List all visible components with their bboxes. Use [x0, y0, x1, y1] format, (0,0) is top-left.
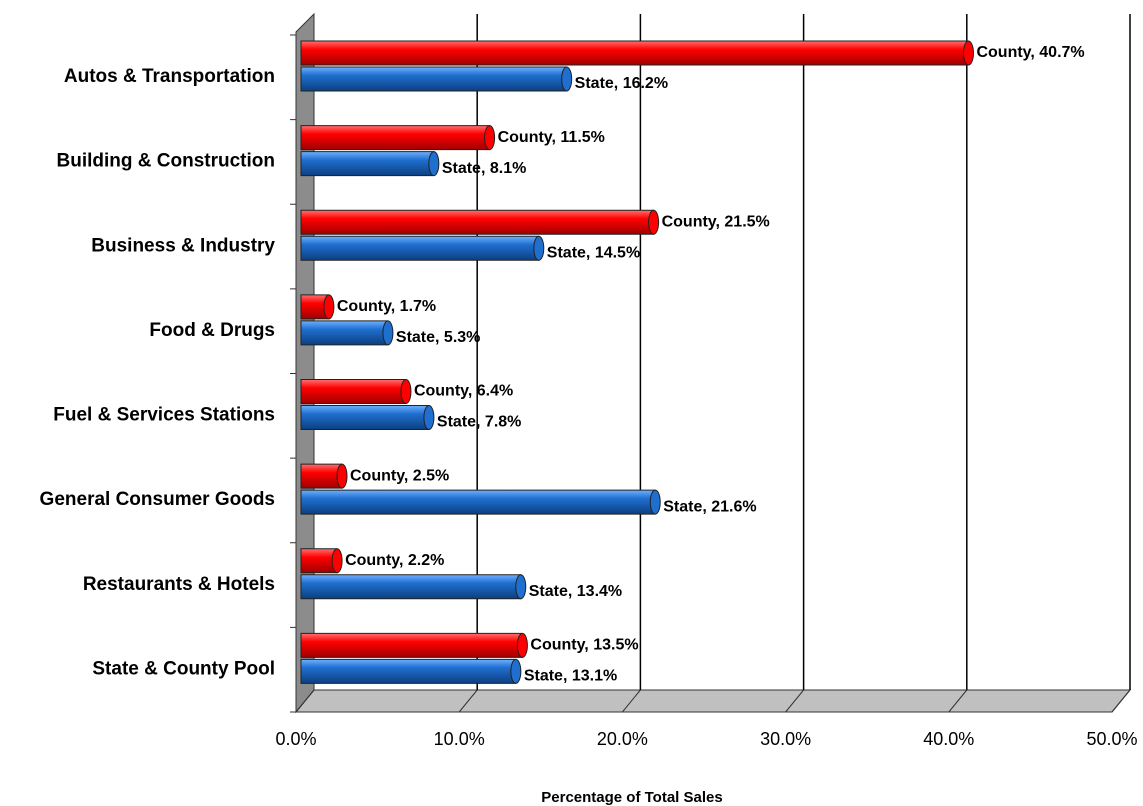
x-tick: [948, 689, 968, 713]
category-label: State & County Pool: [92, 658, 275, 679]
bar: [300, 548, 338, 574]
value-label: County, 21.5%: [662, 213, 770, 230]
value-label: State, 21.6%: [663, 498, 756, 515]
value-label: County, 11.5%: [498, 129, 605, 146]
x-tick-label: 0.0%: [275, 729, 316, 749]
bar-cap: [515, 574, 527, 600]
x-tick: [785, 689, 804, 713]
bar-cap: [510, 658, 522, 684]
x-axis-title: Percentage of Total Sales: [541, 789, 722, 806]
x-tick: [295, 689, 315, 713]
floor: [294, 689, 1132, 713]
x-tick-label: 10.0%: [434, 729, 485, 749]
category-label: Food & Drugs: [149, 320, 275, 341]
value-label: County, 13.5%: [530, 637, 638, 654]
bar: [300, 151, 435, 177]
value-label: State, 13.4%: [529, 583, 622, 600]
bar: [300, 66, 568, 92]
bar: [300, 574, 522, 600]
bar-cap: [484, 125, 496, 151]
bar-cap: [400, 379, 412, 404]
x-tick-label: 30.0%: [760, 729, 811, 749]
bar-cap: [516, 632, 528, 658]
bar: [300, 125, 491, 151]
bar-cap: [533, 235, 545, 261]
bar-cap: [649, 489, 661, 515]
bar-cap: [428, 151, 440, 177]
value-label: State, 7.8%: [437, 414, 521, 431]
x-tick: [458, 689, 478, 713]
bar: [300, 320, 389, 346]
x-tick: [622, 689, 641, 713]
x-tick-label: 20.0%: [597, 729, 648, 749]
bar: [300, 658, 517, 684]
value-label: County, 2.5%: [350, 467, 449, 484]
value-label: State, 8.1%: [442, 160, 526, 177]
bar: [300, 379, 407, 404]
bar-cap: [382, 320, 394, 346]
bar-cap: [331, 548, 343, 574]
value-label: State, 5.3%: [396, 329, 480, 346]
bar: [300, 294, 330, 320]
bar: [300, 209, 655, 235]
bar: [300, 632, 523, 658]
category-label: Fuel & Services Stations: [53, 405, 275, 426]
bar: [300, 405, 430, 430]
value-label: County, 1.7%: [337, 298, 436, 315]
bar-cap: [336, 463, 348, 489]
bar: [300, 489, 656, 515]
x-tick-label: 40.0%: [923, 729, 974, 749]
side-wall: [295, 12, 315, 714]
category-label: Restaurants & Hotels: [83, 574, 275, 595]
bar-cap: [561, 66, 573, 92]
bar: [300, 463, 343, 489]
category-label: General Consumer Goods: [40, 489, 275, 510]
category-label: Autos & Transportation: [64, 66, 275, 87]
value-label: County, 6.4%: [414, 383, 513, 400]
x-tick-label: 50.0%: [1086, 729, 1137, 749]
value-label: County, 40.7%: [976, 44, 1084, 61]
value-label: State, 13.1%: [524, 668, 617, 685]
bar-cap: [323, 294, 335, 320]
bar: [300, 235, 540, 261]
bar-cap: [423, 405, 435, 430]
x-tick: [1111, 689, 1131, 713]
bar-cap: [648, 209, 660, 235]
category-label: Building & Construction: [57, 151, 275, 172]
value-label: County, 2.2%: [345, 552, 444, 569]
value-label: State, 14.5%: [547, 244, 640, 261]
value-label: State, 16.2%: [575, 75, 668, 92]
bar-cap: [962, 40, 974, 66]
bar: [300, 40, 969, 66]
category-label: Business & Industry: [91, 235, 275, 256]
